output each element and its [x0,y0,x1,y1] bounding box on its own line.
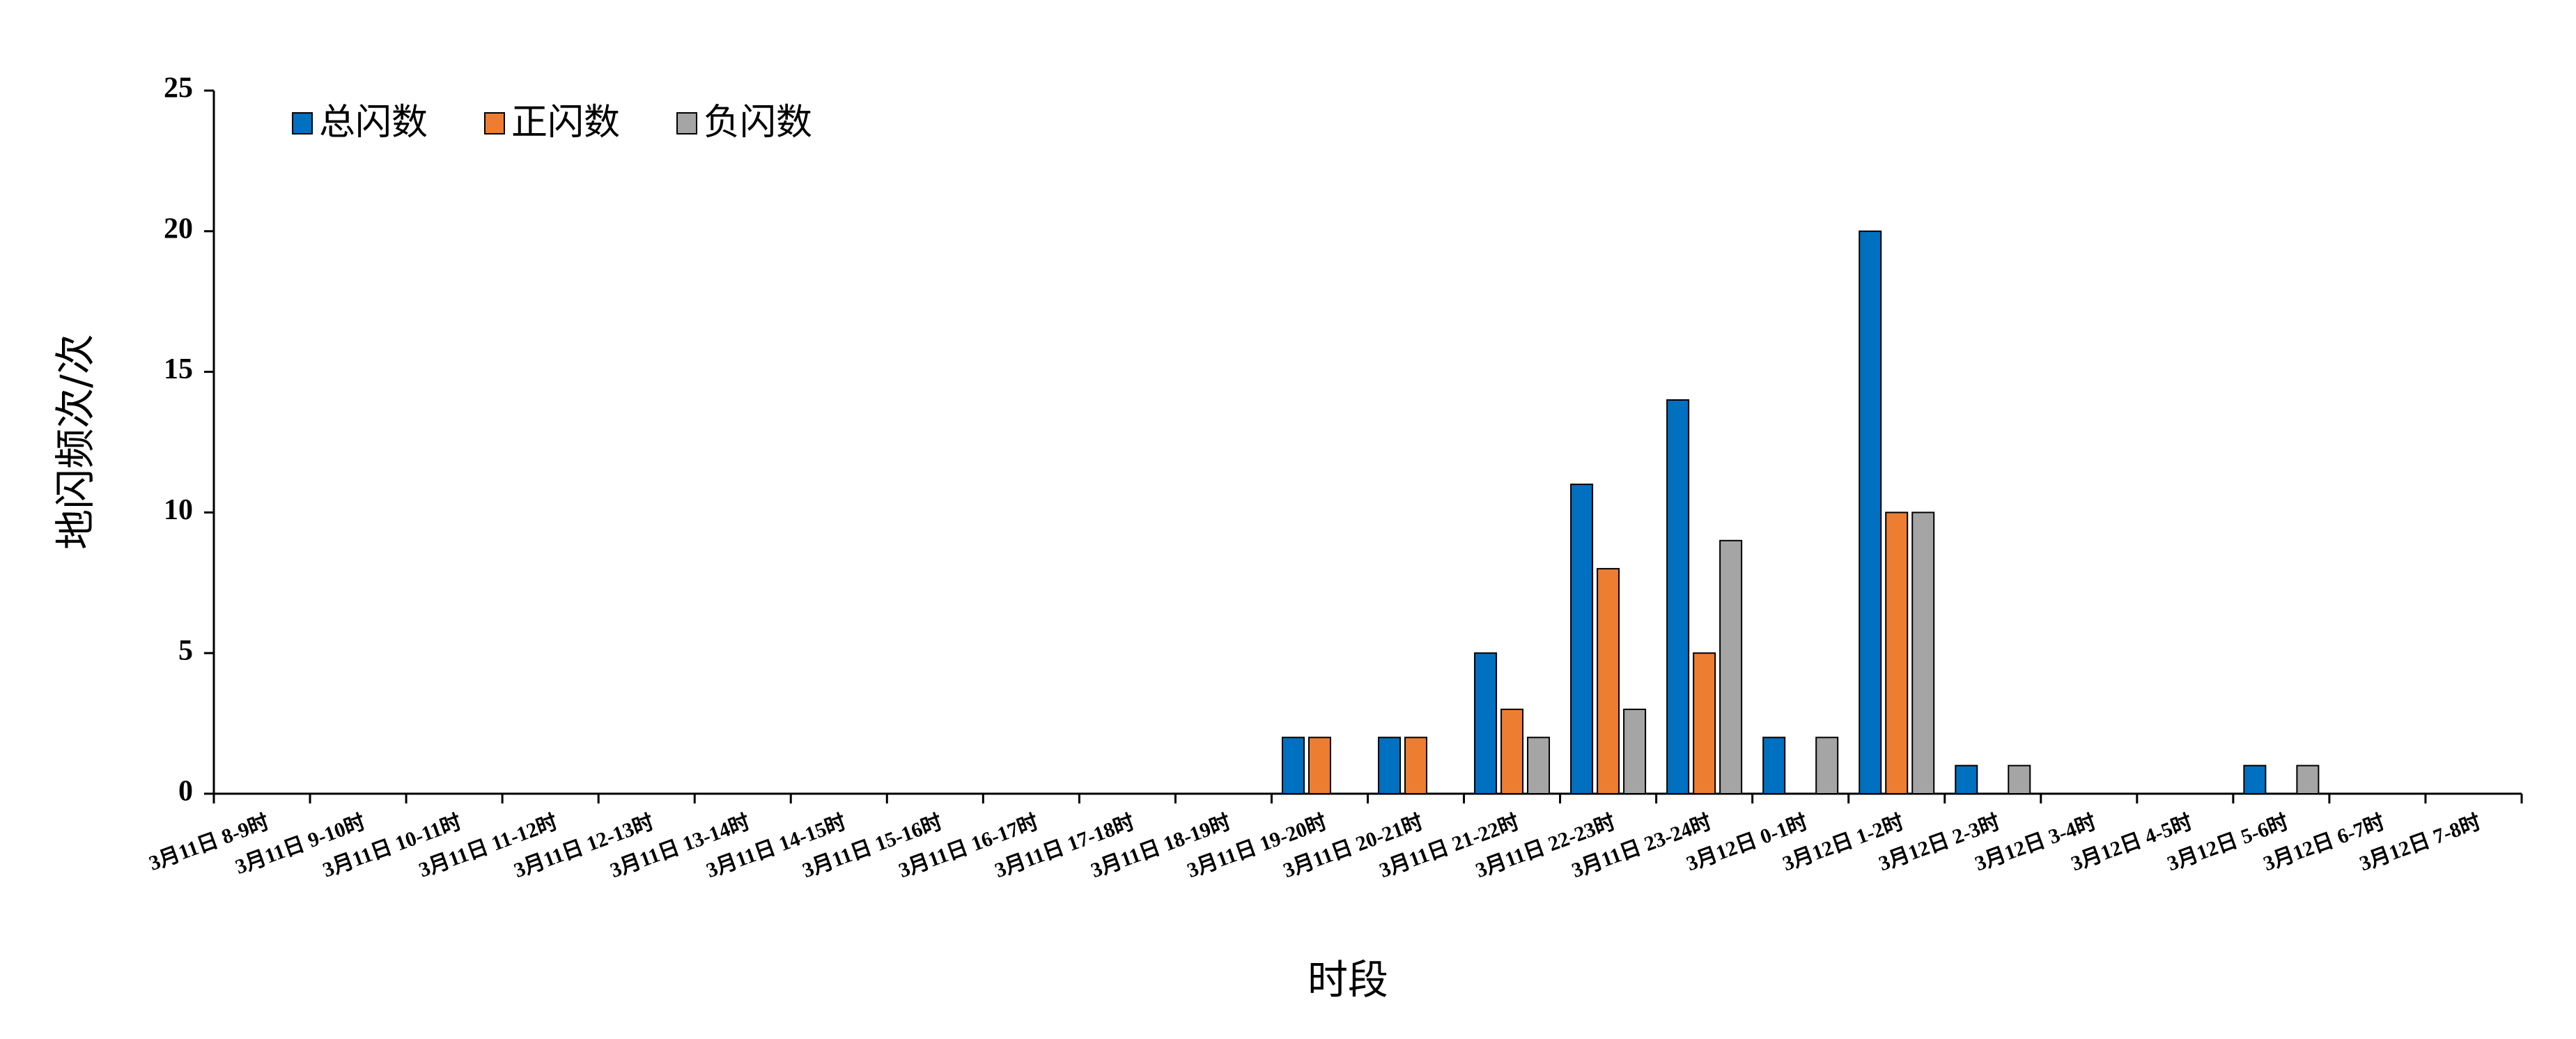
x-axis-title: 时段 [1308,956,1388,1003]
bar [1281,737,1305,795]
bar [1859,230,1882,794]
y-tick-label: 15 [164,353,193,385]
bar [1474,652,1498,795]
bar [1955,764,1978,795]
bar [1719,539,1743,794]
bar [1815,737,1839,795]
bar [1885,511,1909,795]
bar [1378,737,1402,795]
legend-label: 正闪数 [511,102,620,144]
bar [1500,708,1524,794]
bar [1570,484,1594,794]
bar [2243,764,2267,795]
legend-label: 总闪数 [319,102,428,144]
y-tick-label: 5 [178,635,193,667]
bar [1666,399,1690,794]
y-tick-label: 0 [178,776,193,808]
bar [1404,737,1428,795]
bar [1911,511,1935,795]
legend-swatch [484,112,505,134]
bar [1527,737,1551,795]
legend-label: 负闪数 [704,102,812,144]
bar [1308,737,1331,795]
bar [1693,652,1716,795]
bar [2008,764,2031,795]
y-tick-label: 25 [164,72,193,105]
bar [1623,708,1647,794]
y-tick-label: 10 [164,494,193,526]
legend-swatch [676,112,697,134]
y-tick-label: 20 [164,213,193,245]
y-axis-title: 地闪频次/次 [52,334,99,550]
bar [1597,568,1620,794]
legend-swatch [292,112,313,134]
bar [1762,737,1786,795]
bar [2296,764,2320,795]
